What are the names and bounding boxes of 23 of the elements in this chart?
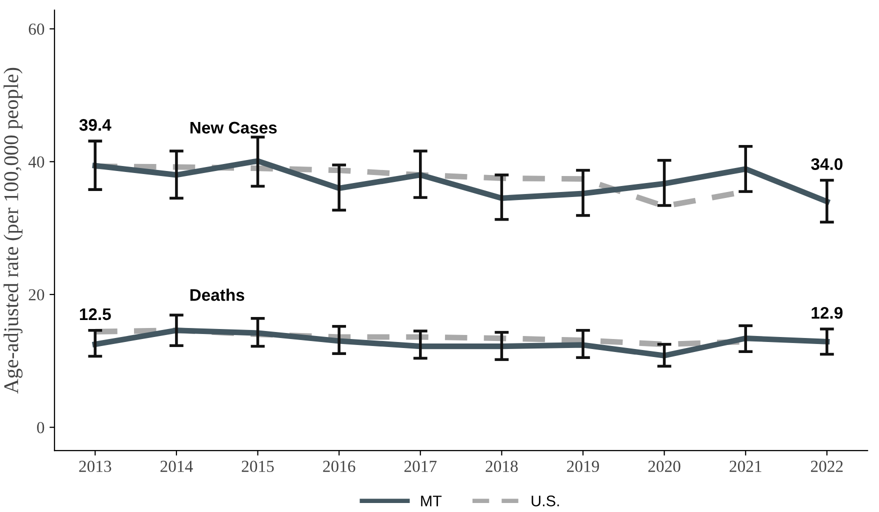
annotation: Deaths [190, 288, 244, 301]
x-tick-label: 2022 [810, 460, 843, 472]
annotation: New Cases [190, 122, 277, 134]
data-label: 12.9 [812, 306, 843, 319]
data-label: 12.5 [80, 308, 111, 320]
x-tick-label: 2018 [486, 460, 518, 472]
x-tick-label: 2019 [567, 460, 599, 472]
y-tick-label: 60 [28, 24, 44, 35]
y-tick-label: 40 [28, 156, 44, 168]
legend-label: MT [421, 496, 442, 506]
x-tick-label: 2013 [79, 460, 112, 472]
data-label: 34.0 [811, 158, 842, 170]
y-tick-label: 20 [28, 289, 44, 300]
x-tick-label: 2021 [730, 460, 762, 472]
x-tick-label: 2016 [323, 460, 356, 472]
x-tick-label: 2015 [242, 460, 274, 472]
x-tick-label: 2017 [404, 460, 437, 472]
legend-label: U.S. [532, 496, 559, 506]
data-label: 39.4 [79, 119, 112, 131]
x-tick-label: 2014 [160, 460, 193, 472]
x-tick-label: 2020 [648, 460, 680, 472]
y-tick-label: 0 [37, 422, 44, 434]
y-axis-title: Age-adjusted rate (per 100,000 people) [4, 68, 23, 394]
